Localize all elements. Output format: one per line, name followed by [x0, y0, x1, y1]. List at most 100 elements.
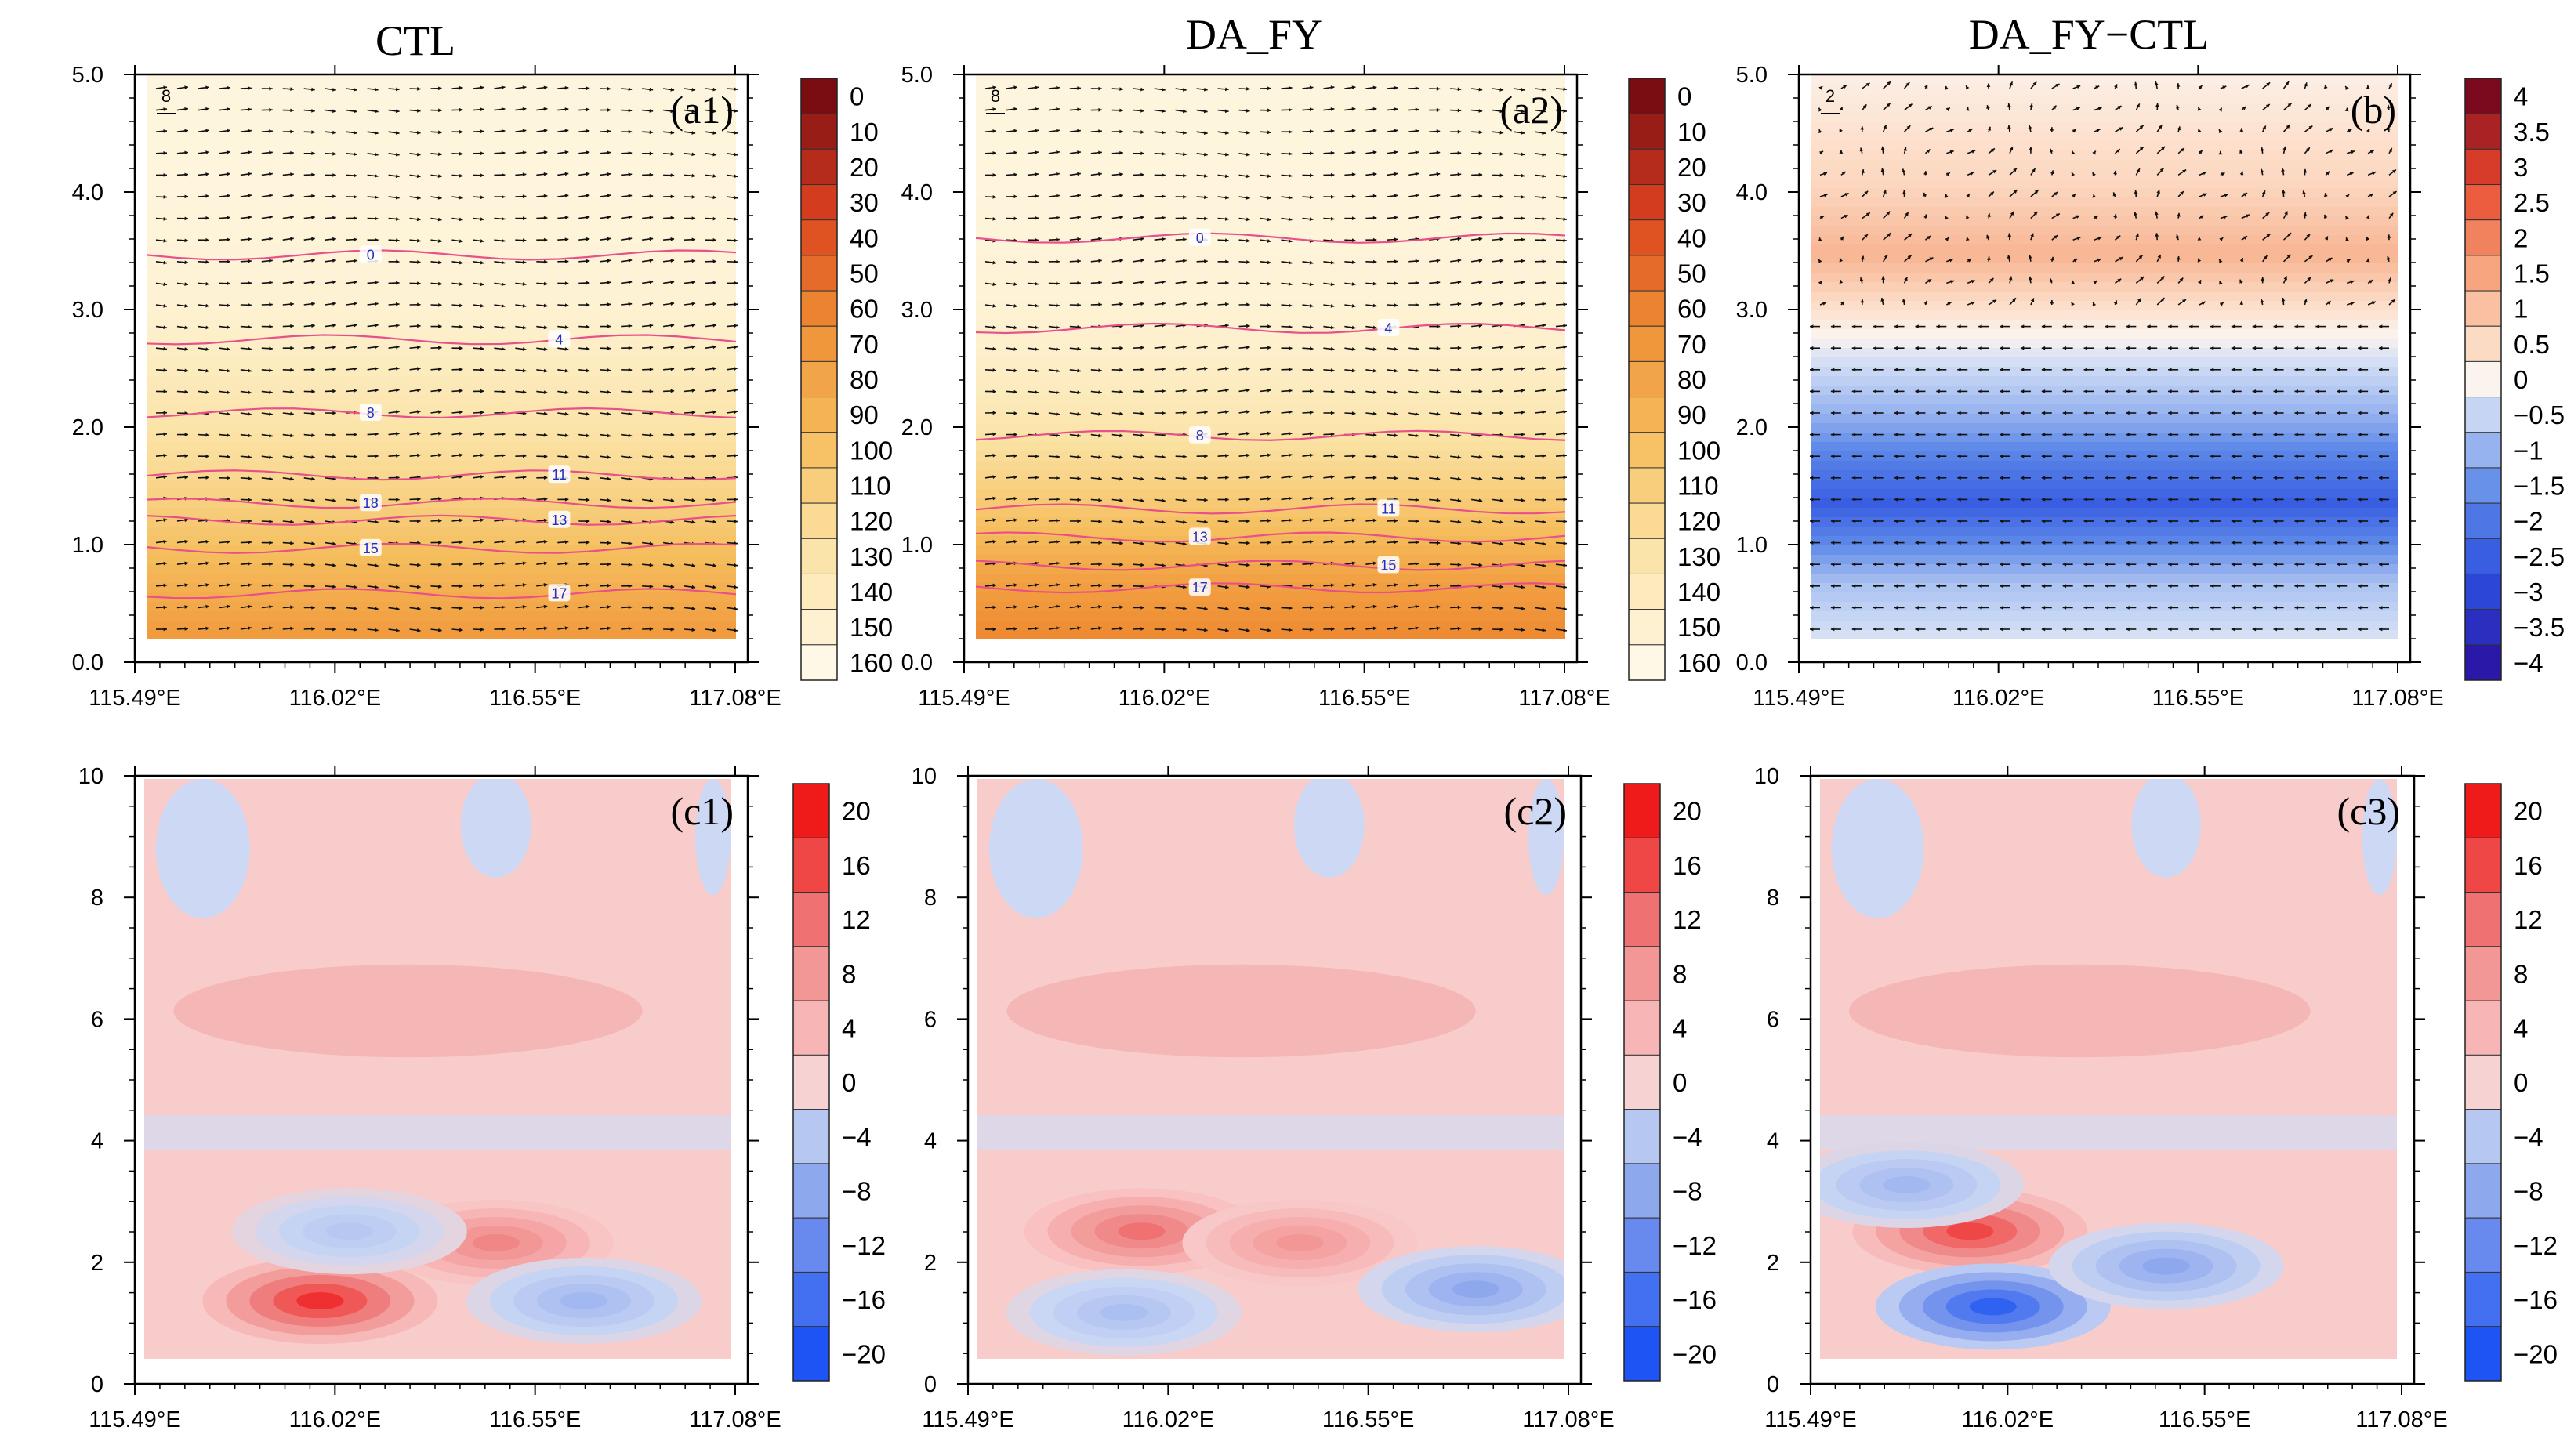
wind-vector-head [184, 605, 188, 609]
wind-vector-head [564, 259, 569, 264]
wind-vector-head [1351, 539, 1356, 544]
wind-vector-head [734, 174, 738, 179]
wind-vector-head [437, 497, 442, 501]
contour-label: 15 [363, 541, 379, 556]
wind-vector-head [691, 109, 696, 114]
wind-vector-head [163, 194, 167, 199]
shade-band [976, 592, 1565, 602]
wind-vector-head [1542, 585, 1546, 589]
wind-vector-head [712, 388, 717, 393]
wind-vector-head [1436, 605, 1441, 609]
wind-vector-head [269, 150, 273, 155]
colorbar-label: 120 [1677, 507, 1720, 536]
wind-vector-head [586, 498, 590, 502]
wind-vector-head [269, 129, 273, 133]
wind-vector-head [311, 476, 315, 481]
colorbar-swatch [1628, 255, 1666, 292]
shade-band [1811, 592, 2398, 602]
wind-vector-head [163, 107, 167, 111]
shade-band [1811, 244, 2398, 254]
colorbar-label: 90 [1677, 400, 1706, 429]
wind-vector-head [628, 324, 633, 328]
shade-band [147, 432, 736, 442]
colorbar-label: 100 [1677, 436, 1720, 465]
wind-vector-head [480, 605, 484, 610]
wind-vector-head [607, 237, 611, 241]
wind-vector-head [1394, 540, 1398, 545]
wind-vector-head [1119, 541, 1123, 545]
y-tick-label: 4.0 [1736, 180, 1768, 205]
wind-vector-head [564, 455, 569, 459]
wind-vector-head [501, 172, 506, 177]
wind-vector-head [395, 563, 400, 567]
wind-vector-head [564, 433, 569, 438]
wind-vector-head [184, 433, 188, 436]
wind-vector-head [543, 216, 548, 220]
shade-band [147, 244, 736, 254]
shade-band [976, 103, 1565, 113]
wind-vector-head [586, 476, 590, 481]
shade-band [1811, 74, 2398, 85]
wind-vector-head [564, 347, 569, 351]
wind-vector-head [522, 368, 527, 373]
wind-vector-head [607, 626, 611, 631]
wind-vector-head [712, 109, 717, 114]
shade-band [147, 103, 736, 113]
wind-vector-head [205, 303, 209, 308]
wind-vector-head [691, 280, 696, 284]
wind-vector-head [1162, 541, 1166, 546]
wind-vector-head [459, 540, 463, 545]
contour-label-bg [359, 404, 382, 421]
colorbar-label: 60 [850, 295, 879, 324]
wind-vector-head [712, 131, 717, 135]
wind-vector-head [184, 347, 188, 351]
shade-band [1811, 441, 2398, 451]
colorbar-swatch [1628, 219, 1666, 256]
title-ctl: CTL [375, 17, 455, 64]
shade-band [147, 140, 736, 150]
shade-band [976, 178, 1565, 188]
wind-vector-head [712, 345, 717, 350]
x-tick-label: 117.08°E [689, 686, 781, 711]
wind-vector-head [311, 541, 315, 546]
wind-vector-head [1394, 583, 1398, 587]
shade-band [1811, 84, 2398, 94]
wind-vector-head [332, 585, 336, 589]
wind-vector-head [522, 347, 527, 351]
wind-vector-head [586, 237, 590, 241]
wind-vector-head [522, 605, 527, 609]
wind-vector-head [670, 280, 675, 284]
shade-band [976, 488, 1565, 498]
wind-vector-head [205, 347, 209, 351]
colorbar-swatch [800, 538, 838, 574]
wind-vector-head [290, 108, 294, 113]
wind-vector-head [691, 173, 696, 178]
wind-vector-head [1309, 583, 1314, 588]
wind-vector-head [1309, 540, 1314, 544]
colorbar-swatch [800, 325, 838, 362]
shade-band [976, 244, 1565, 254]
wind-vector-head [205, 194, 209, 198]
panel-b: 2 115.49°E 116.02°E 116.55°E 117.08°E 0.0 1.0 2… [1736, 63, 2565, 711]
wind-vector-head [1035, 539, 1039, 544]
colorbar-label: 160 [1677, 648, 1720, 677]
wind-vector-head [1372, 561, 1377, 566]
wind-vector-head [332, 259, 336, 263]
wind-vector-head [205, 433, 209, 437]
wind-vector-head [480, 432, 484, 436]
wind-vector-head [670, 323, 675, 328]
colorbar-swatch [800, 148, 838, 186]
wind-vector-head [1351, 583, 1356, 587]
colorbar-label: 40 [1677, 223, 1706, 252]
wind-vector-head [691, 585, 696, 589]
wind-vector-head [670, 433, 675, 437]
colorbar-label: 110 [850, 472, 891, 501]
wind-vector-head [311, 151, 315, 156]
wind-vector-head [459, 346, 463, 350]
wind-vector-head [1457, 605, 1462, 610]
wind-vector-head [1563, 628, 1567, 632]
wind-vector-head [269, 520, 273, 523]
shade-band [147, 168, 736, 179]
shade-band [147, 610, 736, 621]
wind-vector-head [269, 259, 273, 263]
